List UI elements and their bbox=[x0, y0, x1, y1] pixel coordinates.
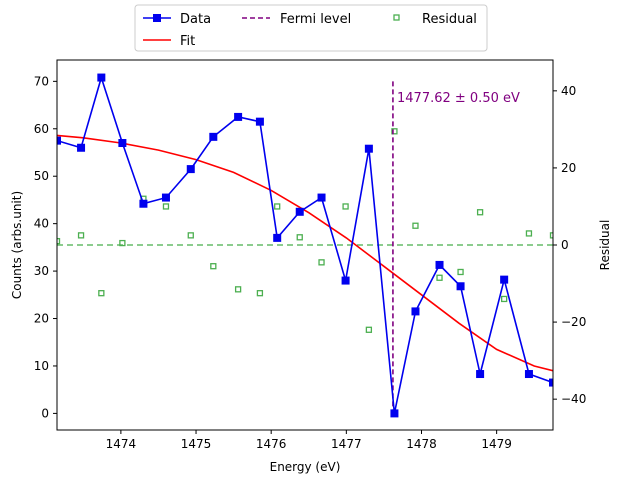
data-point bbox=[234, 112, 243, 121]
residual-point bbox=[457, 268, 464, 276]
y-tick-label: 70 bbox=[34, 74, 49, 88]
residual-point bbox=[391, 128, 398, 135]
residual-point bbox=[210, 263, 217, 270]
x-tick-label: 1478 bbox=[406, 437, 437, 451]
data-point bbox=[549, 378, 553, 387]
residual-point bbox=[57, 237, 61, 245]
data-point bbox=[390, 409, 399, 418]
residual-point bbox=[187, 232, 194, 239]
y-tick-label: 30 bbox=[34, 264, 49, 278]
y-tick-label: 10 bbox=[34, 359, 49, 373]
data-point bbox=[97, 73, 106, 82]
data-point bbox=[255, 117, 264, 126]
data-point bbox=[57, 136, 61, 145]
residual-point bbox=[98, 290, 105, 297]
data-point bbox=[411, 307, 420, 316]
data-point bbox=[317, 193, 326, 202]
residual-point bbox=[501, 295, 508, 303]
residual-point bbox=[342, 203, 349, 210]
x-axis-label: Energy (eV) bbox=[270, 460, 341, 474]
x-tick-label: 1479 bbox=[481, 437, 512, 451]
residual-point bbox=[365, 326, 373, 333]
y-tick-label: 0 bbox=[41, 406, 49, 420]
legend-data-label: Data bbox=[180, 12, 211, 27]
residual-point bbox=[256, 290, 264, 297]
legend-item-data: Data bbox=[143, 12, 211, 27]
fit-series bbox=[57, 134, 553, 372]
data-point bbox=[341, 276, 350, 285]
data-point bbox=[500, 275, 509, 284]
residual-point bbox=[549, 232, 553, 239]
y-tick-label: 50 bbox=[34, 169, 49, 183]
legend-item-residual: Residual bbox=[393, 12, 477, 27]
data-point bbox=[77, 143, 86, 152]
y2-tick-label: 20 bbox=[561, 161, 576, 175]
fit-line bbox=[57, 134, 553, 372]
legend-data-marker bbox=[153, 14, 161, 22]
data-point bbox=[364, 144, 373, 153]
data-point bbox=[118, 139, 127, 148]
residual-point bbox=[77, 232, 85, 239]
data-point bbox=[273, 233, 282, 242]
legend-fit-label: Fit bbox=[180, 34, 195, 49]
y-axis-ticks: 0 10 20 30 40 50 60 70 bbox=[34, 74, 57, 420]
legend-item-fermi: Fermi level bbox=[242, 12, 351, 27]
data-point bbox=[476, 370, 485, 379]
data-point bbox=[186, 165, 195, 174]
x-tick-label: 1475 bbox=[181, 437, 212, 451]
y-tick-label: 20 bbox=[34, 312, 49, 326]
residual-point bbox=[162, 203, 170, 210]
y2-tick-label: 0 bbox=[561, 238, 569, 252]
y2-axis-label: Residual bbox=[598, 220, 612, 271]
y-tick-label: 40 bbox=[34, 217, 49, 231]
residual-point bbox=[525, 230, 533, 237]
residual-point bbox=[274, 203, 281, 210]
data-point bbox=[524, 370, 533, 379]
residual-point bbox=[296, 234, 303, 241]
fermi-level-annotation: 1477.62 ± 0.50 eV bbox=[397, 91, 520, 106]
data-point bbox=[209, 132, 218, 141]
data-point bbox=[456, 282, 465, 291]
residual-point bbox=[436, 274, 443, 281]
data-series bbox=[57, 73, 553, 418]
y2-tick-label: −40 bbox=[561, 392, 586, 406]
legend-residual-marker bbox=[393, 14, 400, 21]
residual-point bbox=[476, 209, 484, 216]
y-tick-label: 60 bbox=[34, 122, 49, 136]
y2-tick-label: 40 bbox=[561, 84, 576, 98]
residual-point bbox=[119, 239, 126, 247]
legend-fermi-label: Fermi level bbox=[280, 12, 351, 27]
data-point bbox=[161, 193, 170, 202]
residual-point bbox=[318, 259, 325, 266]
legend-residual-label: Residual bbox=[422, 12, 477, 27]
x-tick-label: 1476 bbox=[256, 437, 287, 451]
data-point bbox=[139, 199, 148, 208]
x-axis-ticks: 1474 1475 1476 1477 1478 1479 bbox=[106, 430, 512, 451]
data-point bbox=[435, 260, 444, 269]
legend: Data Fit Fermi level Residual bbox=[134, 4, 488, 52]
residual-point bbox=[234, 286, 242, 293]
y2-tick-label: −20 bbox=[561, 315, 586, 329]
x-tick-label: 1474 bbox=[106, 437, 137, 451]
data-point bbox=[295, 207, 304, 216]
y2-axis-ticks: −40 −20 0 20 40 bbox=[553, 84, 586, 406]
y-axis-label: Counts (arbs.unit) bbox=[10, 191, 24, 299]
legend-item-fit: Fit bbox=[143, 34, 195, 49]
x-tick-label: 1477 bbox=[331, 437, 362, 451]
residual-point bbox=[412, 222, 419, 229]
